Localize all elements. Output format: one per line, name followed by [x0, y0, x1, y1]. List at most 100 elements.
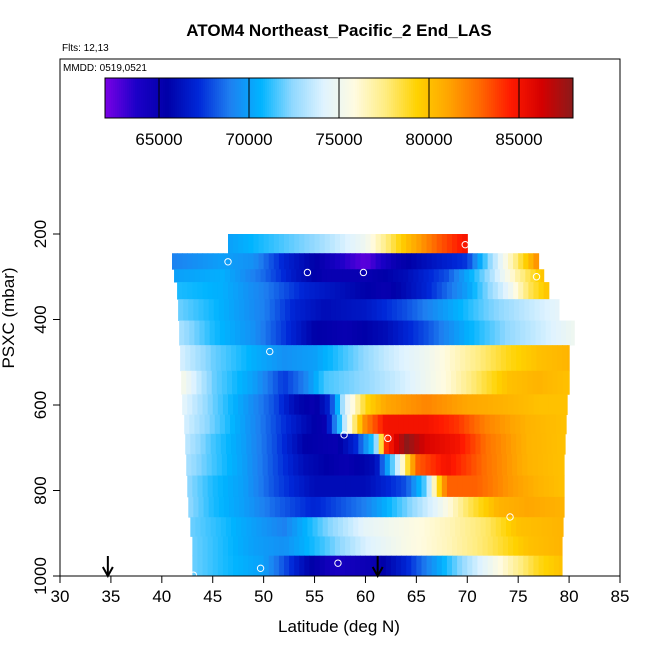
heatmap-cell	[478, 496, 485, 518]
heatmap-cell	[474, 320, 481, 346]
colorbar-cell	[569, 78, 572, 118]
colorbar-cell	[557, 78, 560, 118]
heatmap-cell	[495, 517, 502, 537]
heatmap-cell	[390, 394, 397, 416]
colorbar-cell	[513, 78, 516, 118]
heatmap-cell	[260, 414, 267, 435]
heatmap-cell	[425, 370, 432, 395]
heatmap-cell	[334, 536, 341, 557]
heatmap-cell	[357, 269, 363, 283]
heatmap-cell	[273, 394, 280, 416]
heatmap-cell	[430, 370, 437, 395]
heatmap-cell	[404, 517, 410, 537]
heatmap-cell	[404, 433, 410, 455]
heatmap-cell	[264, 299, 271, 321]
heatmap-cell	[537, 454, 544, 476]
heatmap-cell	[340, 555, 346, 577]
heatmap-cell	[503, 496, 510, 518]
heatmap-cell	[448, 269, 455, 283]
heatmap-cell	[329, 253, 336, 270]
heatmap-cell	[549, 299, 556, 321]
colorbar-cell	[191, 78, 194, 118]
heatmap-cell	[234, 299, 240, 321]
heatmap-cell	[207, 394, 214, 416]
heatmap-cell	[471, 454, 478, 476]
heatmap-cell	[183, 299, 189, 321]
heatmap-cell	[324, 536, 331, 557]
heatmap-cell	[553, 475, 560, 498]
heatmap-cell	[309, 234, 316, 254]
heatmap-cell	[345, 555, 351, 577]
heatmap-cell	[494, 320, 501, 346]
heatmap-cell	[268, 536, 275, 557]
heatmap-cell	[375, 475, 382, 498]
heatmap-cell	[240, 269, 246, 283]
heatmap-cell	[379, 454, 386, 476]
heatmap-cell	[355, 536, 361, 557]
heatmap-cell	[368, 345, 375, 372]
heatmap-cell	[243, 536, 249, 557]
heatmap-cell	[178, 299, 184, 321]
heatmap-cell	[284, 475, 290, 498]
colorbar-cell	[133, 78, 136, 118]
heatmap-cell	[542, 370, 549, 395]
heatmap-cell	[403, 414, 409, 435]
heatmap-cell	[356, 299, 362, 321]
heatmap-cell	[512, 370, 518, 395]
heatmap-cell	[249, 496, 256, 518]
heatmap-cell	[243, 282, 249, 300]
heatmap-cell	[268, 253, 275, 270]
heatmap-cell	[515, 269, 521, 283]
heatmap-cell	[200, 433, 207, 455]
heatmap-cell	[242, 370, 248, 395]
heatmap-cell	[314, 475, 321, 498]
heatmap-layer	[182, 394, 568, 416]
heatmap-cell	[487, 394, 494, 416]
heatmap-cell	[487, 536, 494, 557]
heatmap-cell	[350, 555, 356, 577]
colorbar-cell	[271, 78, 274, 118]
heatmap-cell	[186, 370, 192, 395]
heatmap-cell	[341, 299, 347, 321]
heatmap-cell	[468, 299, 474, 321]
heatmap-cell	[247, 370, 254, 395]
colorbar-cell	[511, 78, 514, 118]
heatmap-cell	[477, 555, 484, 577]
heatmap-cell	[454, 414, 460, 435]
heatmap-cell	[465, 517, 471, 537]
heatmap-cell	[421, 234, 428, 254]
heatmap-cell	[216, 370, 223, 395]
heatmap-cell	[189, 414, 195, 435]
colorbar-tick-label: 75000	[315, 130, 362, 149]
heatmap-cell	[208, 299, 215, 321]
y-axis-label: PSXC (mbar)	[0, 267, 18, 368]
heatmap-cell	[462, 394, 468, 416]
heatmap-cell	[502, 253, 509, 270]
heatmap-cell	[325, 299, 332, 321]
heatmap-cell	[534, 299, 541, 321]
heatmap-cell	[525, 269, 531, 283]
heatmap-cell	[424, 517, 431, 537]
heatmap-cell	[273, 536, 280, 557]
heatmap-cell	[382, 269, 389, 283]
heatmap-cell	[500, 517, 507, 537]
colorbar-cell	[555, 78, 558, 118]
x-axis-label: Latitude (deg N)	[278, 617, 400, 636]
heatmap-cell	[263, 394, 270, 416]
heatmap-cell	[228, 475, 234, 498]
heatmap-cell	[526, 433, 533, 455]
colorbar-cell	[129, 78, 132, 118]
heatmap-cell	[377, 320, 384, 346]
colorbar-cell	[151, 78, 154, 118]
heatmap-cell	[258, 555, 265, 577]
heatmap-cell	[371, 299, 378, 321]
heatmap-cell	[312, 517, 319, 537]
colorbar-cell	[407, 78, 410, 118]
heatmap-cell	[441, 234, 448, 254]
heatmap-cell	[489, 414, 496, 435]
colorbar-cell	[467, 78, 470, 118]
colorbar-cell	[241, 78, 244, 118]
heatmap-cell	[518, 253, 524, 270]
heatmap-cell	[396, 475, 402, 498]
heatmap-cell	[365, 475, 372, 498]
